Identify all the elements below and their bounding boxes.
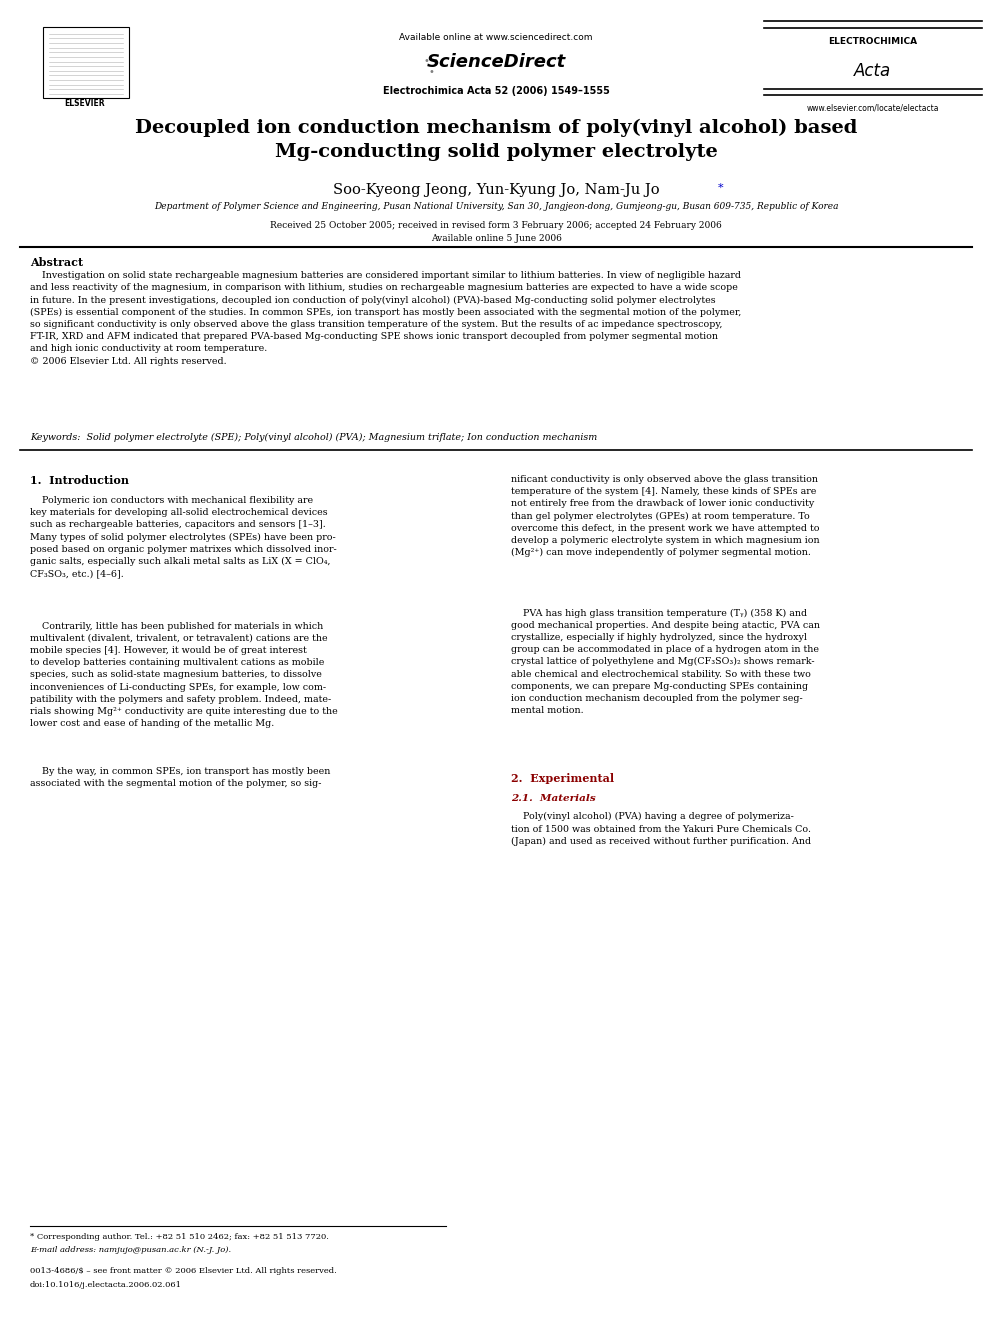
- Text: ScienceDirect: ScienceDirect: [427, 53, 565, 71]
- Text: 2.1.  Materials: 2.1. Materials: [511, 794, 595, 803]
- Text: * Corresponding author. Tel.: +82 51 510 2462; fax: +82 51 513 7720.: * Corresponding author. Tel.: +82 51 510…: [30, 1233, 328, 1241]
- Text: Poly(vinyl alcohol) (PVA) having a degree of polymeriza-
tion of 1500 was obtain: Poly(vinyl alcohol) (PVA) having a degre…: [511, 812, 811, 845]
- Text: E-mail address: namjujo@pusan.ac.kr (N.-J. Jo).: E-mail address: namjujo@pusan.ac.kr (N.-…: [30, 1246, 231, 1254]
- Text: 2.  Experimental: 2. Experimental: [511, 773, 614, 783]
- Text: PVA has high glass transition temperature (Tᵧ) (358 K) and
good mechanical prope: PVA has high glass transition temperatur…: [511, 609, 819, 716]
- Text: Soo-Kyeong Jeong, Yun-Kyung Jo, Nam-Ju Jo: Soo-Kyeong Jeong, Yun-Kyung Jo, Nam-Ju J…: [332, 183, 660, 197]
- Text: ELECTROCHIMICA: ELECTROCHIMICA: [828, 37, 918, 46]
- Text: Available online 5 June 2006: Available online 5 June 2006: [431, 234, 561, 243]
- Text: doi:10.1016/j.electacta.2006.02.061: doi:10.1016/j.electacta.2006.02.061: [30, 1281, 182, 1289]
- Text: Electrochimica Acta 52 (2006) 1549–1555: Electrochimica Acta 52 (2006) 1549–1555: [383, 86, 609, 97]
- Text: • •
•: • • •: [425, 56, 438, 77]
- FancyBboxPatch shape: [44, 28, 129, 98]
- Text: Keywords:  Solid polymer electrolyte (SPE); Poly(vinyl alcohol) (PVA); Magnesium: Keywords: Solid polymer electrolyte (SPE…: [30, 433, 597, 442]
- Text: Acta: Acta: [854, 62, 892, 81]
- Text: Decoupled ion conduction mechanism of poly(vinyl alcohol) based
Mg-conducting so: Decoupled ion conduction mechanism of po…: [135, 119, 857, 161]
- Text: Contrarily, little has been published for materials in which
multivalent (divale: Contrarily, little has been published fo…: [30, 622, 337, 728]
- Text: 1.  Introduction: 1. Introduction: [30, 475, 129, 486]
- Text: ELSEVIER: ELSEVIER: [64, 99, 105, 107]
- Text: By the way, in common SPEs, ion transport has mostly been
associated with the se: By the way, in common SPEs, ion transpor…: [30, 767, 330, 789]
- Text: Abstract: Abstract: [30, 257, 83, 267]
- Text: Available online at www.sciencedirect.com: Available online at www.sciencedirect.co…: [399, 33, 593, 42]
- Text: nificant conductivity is only observed above the glass transition
temperature of: nificant conductivity is only observed a…: [511, 475, 819, 557]
- Text: www.elsevier.com/locate/electacta: www.elsevier.com/locate/electacta: [806, 103, 939, 112]
- Text: Received 25 October 2005; received in revised form 3 February 2006; accepted 24 : Received 25 October 2005; received in re…: [270, 221, 722, 230]
- Text: Polymeric ion conductors with mechanical flexibility are
key materials for devel: Polymeric ion conductors with mechanical…: [30, 496, 336, 578]
- Text: Investigation on solid state rechargeable magnesium batteries are considered imp: Investigation on solid state rechargeabl…: [30, 271, 741, 365]
- Text: 0013-4686/$ – see front matter © 2006 Elsevier Ltd. All rights reserved.: 0013-4686/$ – see front matter © 2006 El…: [30, 1267, 336, 1275]
- Text: *: *: [718, 183, 724, 193]
- Text: Department of Polymer Science and Engineering, Pusan National University, San 30: Department of Polymer Science and Engine…: [154, 202, 838, 212]
